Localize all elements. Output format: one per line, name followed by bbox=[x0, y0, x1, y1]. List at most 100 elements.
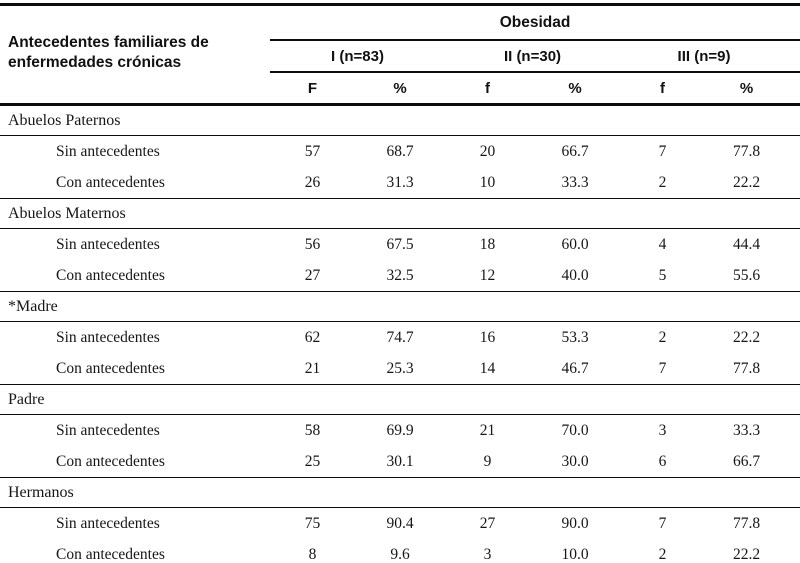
group-header-3: III (n=9) bbox=[620, 40, 800, 73]
row-label: Con antecedentes bbox=[56, 173, 165, 191]
cell-value: 21 bbox=[304, 359, 321, 377]
cell-value: 75 bbox=[304, 514, 321, 532]
cell-value: 2 bbox=[658, 328, 667, 346]
table-row: Con antecedentes 21 25.3 14 46.7 7 77.8 bbox=[0, 353, 800, 385]
family-history-obesity-table: Antecedentes familiares de enfermedades … bbox=[0, 3, 800, 563]
cell-value: 9.6 bbox=[390, 545, 410, 563]
section-title: Abuelos Maternos bbox=[0, 198, 800, 229]
cell-value: 22.2 bbox=[732, 545, 761, 563]
cell-value: 3 bbox=[483, 545, 492, 563]
cell-value: 10.0 bbox=[561, 545, 589, 563]
cell-value: 25 bbox=[304, 452, 321, 470]
cell-value: 66.7 bbox=[732, 452, 761, 470]
section-title-row: *Madre bbox=[0, 291, 800, 322]
subheader-pct1: % bbox=[355, 72, 445, 106]
cell-value: 77.8 bbox=[732, 359, 761, 377]
cell-value: 32.5 bbox=[386, 266, 414, 284]
cell-value: 9 bbox=[483, 452, 492, 470]
cell-value: 18 bbox=[479, 235, 496, 253]
cell-value: 60.0 bbox=[561, 235, 589, 253]
table-row: Sin antecedentes 58 69.9 21 70.0 3 33.3 bbox=[0, 415, 800, 447]
table-row: Sin antecedentes 62 74.7 16 53.3 2 22.2 bbox=[0, 322, 800, 354]
cell-value: 53.3 bbox=[561, 328, 589, 346]
cell-value: 8 bbox=[308, 545, 317, 563]
cell-value: 44.4 bbox=[732, 235, 761, 253]
table-row: Sin antecedentes 75 90.4 27 90.0 7 77.8 bbox=[0, 508, 800, 540]
section-title-row: Abuelos Paternos bbox=[0, 104, 800, 136]
cell-value: 6 bbox=[658, 452, 667, 470]
section-title: *Madre bbox=[0, 291, 800, 322]
cell-value: 7 bbox=[658, 359, 667, 377]
cell-value: 57 bbox=[304, 142, 321, 160]
subheader-f2: f bbox=[445, 72, 530, 106]
cell-value: 31.3 bbox=[386, 173, 414, 191]
row-label: Con antecedentes bbox=[56, 266, 165, 284]
group-header-1: I (n=83) bbox=[270, 40, 445, 73]
cell-value: 69.9 bbox=[386, 421, 414, 439]
subheader-pct3: % bbox=[705, 72, 800, 106]
cell-value: 4 bbox=[658, 235, 667, 253]
section-title: Abuelos Paternos bbox=[0, 104, 800, 136]
subheader-pct2: % bbox=[530, 72, 620, 106]
cell-value: 40.0 bbox=[561, 266, 589, 284]
column-group-title: Obesidad bbox=[270, 4, 800, 41]
cell-value: 26 bbox=[304, 173, 321, 191]
cell-value: 5 bbox=[658, 266, 667, 284]
cell-value: 90.4 bbox=[386, 514, 414, 532]
cell-value: 56 bbox=[304, 235, 321, 253]
cell-value: 58 bbox=[304, 421, 321, 439]
cell-value: 7 bbox=[658, 142, 667, 160]
row-label: Sin antecedentes bbox=[56, 235, 160, 253]
cell-value: 7 bbox=[658, 514, 667, 532]
table-body: Abuelos Paternos Sin antecedentes 57 68.… bbox=[0, 104, 800, 563]
subheader-f3: f bbox=[620, 72, 705, 106]
cell-value: 30.1 bbox=[386, 452, 414, 470]
cell-value: 55.6 bbox=[732, 266, 761, 284]
cell-value: 90.0 bbox=[561, 514, 589, 532]
cell-value: 62 bbox=[304, 328, 321, 346]
cell-value: 3 bbox=[658, 421, 667, 439]
cell-value: 14 bbox=[479, 359, 496, 377]
cell-value: 77.8 bbox=[732, 514, 761, 532]
table-header: Antecedentes familiares de enfermedades … bbox=[0, 4, 800, 106]
cell-value: 70.0 bbox=[561, 421, 589, 439]
table-row: Con antecedentes 26 31.3 10 33.3 2 22.2 bbox=[0, 167, 800, 199]
cell-value: 16 bbox=[479, 328, 496, 346]
cell-value: 27 bbox=[479, 514, 496, 532]
row-label: Sin antecedentes bbox=[56, 514, 160, 532]
section-title: Padre bbox=[0, 384, 800, 415]
table-row: Sin antecedentes 57 68.7 20 66.7 7 77.8 bbox=[0, 136, 800, 168]
cell-value: 46.7 bbox=[561, 359, 589, 377]
subheader-f1: F bbox=[270, 72, 355, 106]
row-label: Sin antecedentes bbox=[56, 142, 160, 160]
section-title-row: Padre bbox=[0, 384, 800, 415]
cell-value: 30.0 bbox=[561, 452, 589, 470]
row-label: Sin antecedentes bbox=[56, 328, 160, 346]
cell-value: 12 bbox=[479, 266, 496, 284]
table-row: Sin antecedentes 56 67.5 18 60.0 4 44.4 bbox=[0, 229, 800, 261]
cell-value: 20 bbox=[479, 142, 496, 160]
cell-value: 33.3 bbox=[732, 421, 761, 439]
cell-value: 22.2 bbox=[732, 328, 761, 346]
cell-value: 10 bbox=[479, 173, 496, 191]
table-row: Con antecedentes 8 9.6 3 10.0 2 22.2 bbox=[0, 539, 800, 563]
row-label: Sin antecedentes bbox=[56, 421, 160, 439]
cell-value: 2 bbox=[658, 173, 667, 191]
section-title-row: Abuelos Maternos bbox=[0, 198, 800, 229]
table-row: Con antecedentes 27 32.5 12 40.0 5 55.6 bbox=[0, 260, 800, 292]
row-label: Con antecedentes bbox=[56, 452, 165, 470]
table-row: Con antecedentes 25 30.1 9 30.0 6 66.7 bbox=[0, 446, 800, 478]
cell-value: 74.7 bbox=[386, 328, 414, 346]
cell-value: 22.2 bbox=[732, 173, 761, 191]
cell-value: 68.7 bbox=[386, 142, 414, 160]
row-label: Con antecedentes bbox=[56, 545, 165, 563]
cell-value: 67.5 bbox=[386, 235, 414, 253]
cell-value: 2 bbox=[658, 545, 667, 563]
row-label: Con antecedentes bbox=[56, 359, 165, 377]
cell-value: 77.8 bbox=[732, 142, 761, 160]
section-title-row: Hermanos bbox=[0, 477, 800, 508]
cell-value: 25.3 bbox=[386, 359, 414, 377]
section-title: Hermanos bbox=[0, 477, 800, 508]
cell-value: 21 bbox=[479, 421, 496, 439]
